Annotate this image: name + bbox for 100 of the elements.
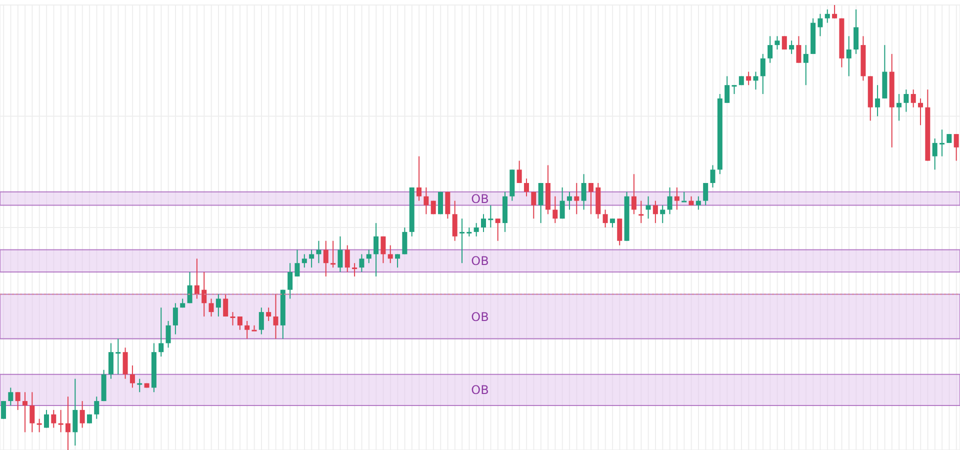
candlestick — [631, 174, 636, 215]
candlestick — [774, 36, 780, 50]
candlestick — [638, 200, 644, 224]
candlestick — [646, 196, 651, 220]
candlestick — [524, 178, 529, 197]
candlestick — [682, 191, 687, 202]
candlestick — [237, 316, 242, 330]
candlestick — [760, 53, 766, 94]
candlestick — [896, 94, 902, 122]
candlestick — [158, 307, 164, 358]
candlestick — [516, 160, 522, 184]
band-label: OB — [471, 254, 489, 268]
candlestick — [910, 89, 916, 108]
candlestick — [137, 378, 142, 393]
candlestick — [660, 204, 666, 224]
candlestick — [208, 298, 214, 317]
candlestick — [560, 186, 565, 220]
candlestick — [602, 209, 608, 228]
candlestick — [244, 320, 250, 340]
candlestick — [904, 89, 909, 112]
candlestick — [617, 218, 622, 246]
candlestick — [309, 249, 314, 268]
candlestick — [22, 392, 28, 433]
candlestick — [122, 347, 128, 380]
candlestick — [552, 196, 558, 224]
candlestick — [703, 182, 708, 206]
candlestick — [674, 186, 680, 210]
candlestick — [374, 222, 379, 277]
candlestick — [768, 36, 773, 64]
candlestick — [452, 200, 458, 242]
candlestick — [380, 236, 386, 264]
candlestick — [51, 409, 56, 428]
candlestick — [588, 182, 594, 215]
candlestick — [352, 262, 358, 277]
candlestick — [932, 138, 938, 170]
candlestick — [8, 387, 14, 406]
candlestick — [58, 409, 64, 433]
candlestick — [30, 392, 35, 433]
candlestick — [724, 76, 730, 104]
candlestick — [818, 13, 823, 37]
candlestick — [782, 36, 787, 50]
candlestick — [187, 272, 192, 304]
candlestick — [65, 396, 70, 450]
candlestick — [460, 218, 465, 264]
candlestick — [566, 191, 572, 210]
candlestick — [72, 378, 78, 446]
candlestick — [854, 8, 859, 54]
candlestick — [824, 8, 830, 24]
candlestick — [710, 164, 716, 188]
candlestick — [395, 254, 400, 268]
band-label: OB — [471, 383, 489, 398]
candlestick — [424, 186, 429, 215]
candlestick — [581, 174, 586, 210]
candlestick — [918, 98, 924, 126]
candlestick — [288, 262, 293, 300]
candlestick — [445, 191, 450, 220]
candlestick — [266, 307, 272, 322]
candlestick — [344, 244, 350, 272]
candlestick — [36, 418, 42, 433]
candlestick — [832, 5, 838, 19]
candlestick — [366, 249, 372, 264]
candlestick — [216, 294, 221, 317]
candlestick — [488, 204, 494, 228]
candlestick — [753, 71, 758, 90]
candlestick — [696, 196, 701, 210]
candlestick — [416, 156, 422, 202]
candlestick — [846, 36, 852, 77]
candlestick — [172, 302, 178, 335]
candlestick — [230, 312, 236, 326]
candlestick — [80, 400, 85, 428]
candlestick — [166, 320, 171, 348]
candlestick — [875, 84, 880, 117]
candlestick — [330, 240, 336, 268]
candlestick — [202, 272, 207, 317]
candlestick — [388, 244, 393, 264]
candlestick — [538, 182, 544, 224]
candlestick — [954, 134, 959, 162]
candlestick — [359, 254, 364, 272]
band-label: OB — [471, 310, 489, 324]
candlestick — [258, 307, 264, 335]
candlestick — [108, 342, 114, 380]
candlestick — [94, 396, 100, 420]
candlestick — [252, 324, 257, 332]
candlestick — [116, 338, 121, 375]
candlestick — [302, 254, 307, 268]
candlestick — [789, 40, 794, 54]
candlestick — [316, 240, 322, 264]
candlestick — [574, 182, 580, 215]
candlestick — [194, 258, 200, 300]
candlestick — [273, 294, 278, 340]
candlestick — [474, 222, 479, 237]
candlestick — [803, 44, 808, 86]
candlestick — [44, 409, 49, 428]
candlestick — [223, 294, 228, 317]
candlestick — [667, 186, 672, 215]
candlestick — [323, 240, 328, 277]
candlestick — [15, 392, 20, 410]
band-label: OB — [471, 192, 489, 206]
candlestick — [652, 200, 658, 224]
candlestick — [294, 249, 300, 277]
